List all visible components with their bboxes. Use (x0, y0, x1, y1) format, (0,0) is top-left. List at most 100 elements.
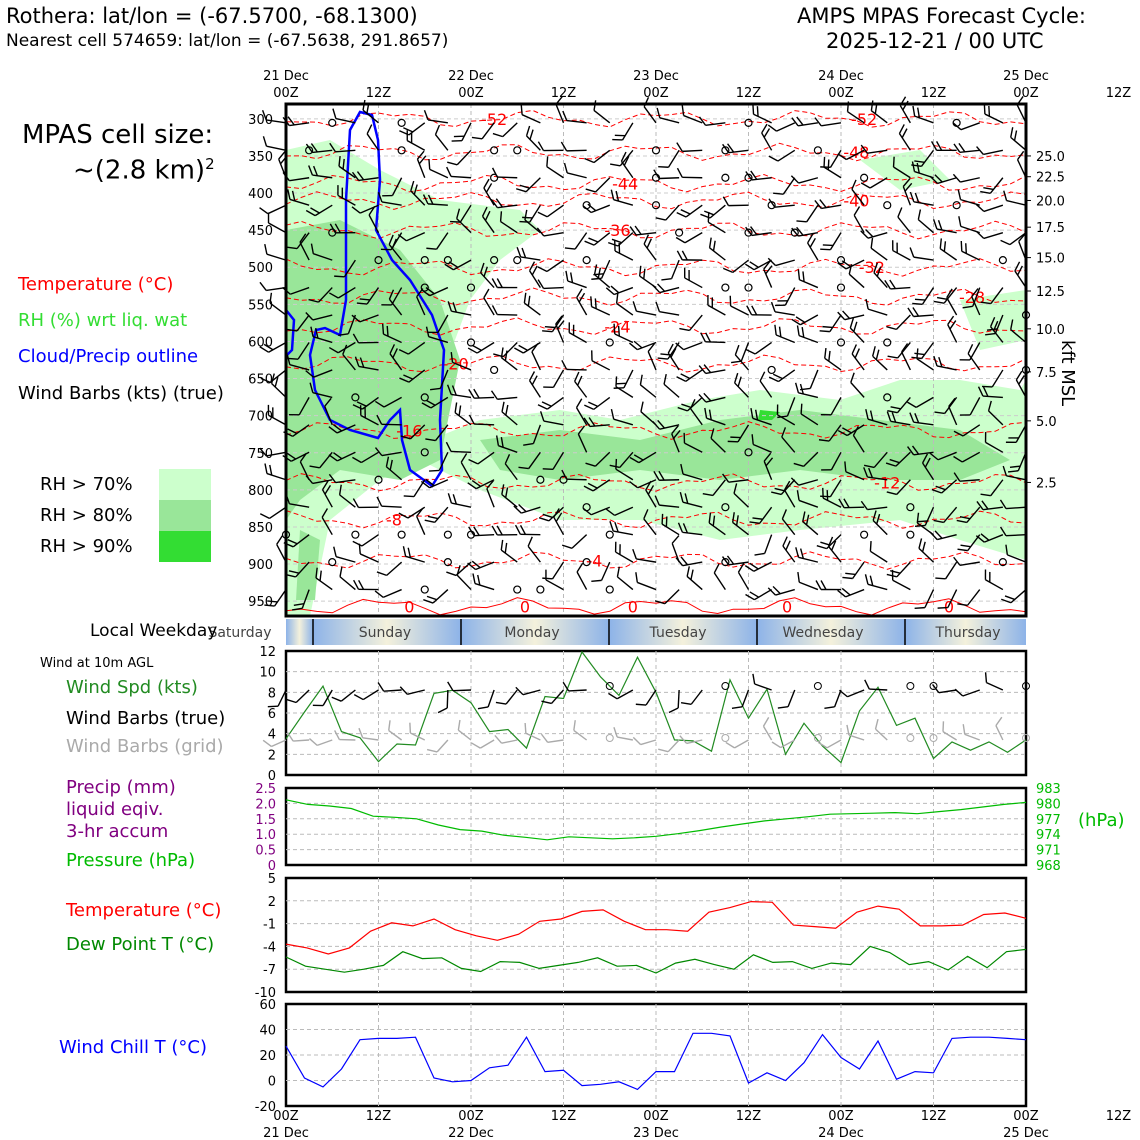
calm-wind-marker (836, 283, 846, 292)
barb-feather (287, 357, 299, 360)
wind-barb (722, 473, 749, 483)
wind-barb (872, 510, 888, 536)
precip-tick-label: 2.5 (255, 782, 276, 797)
barb-feather (646, 238, 653, 249)
wind-barb (584, 232, 611, 246)
barb-feather (342, 158, 345, 170)
wind-barb (454, 402, 472, 426)
barb-feather (999, 526, 1007, 537)
barb-feather (269, 464, 273, 476)
barb-staff (895, 451, 911, 467)
barb-feather (1017, 150, 1025, 161)
barb-feather (538, 517, 550, 522)
barb-staff (388, 298, 403, 316)
barb-feather (657, 283, 666, 292)
barb-feather (587, 482, 598, 489)
barb-staff (774, 204, 795, 208)
barb-feather (573, 720, 576, 731)
wind-barb (528, 261, 541, 288)
barb-staff (497, 176, 518, 179)
barb-staff (643, 106, 657, 124)
barb-staff (798, 334, 819, 344)
barb-staff (524, 219, 541, 234)
wind-barb (782, 536, 796, 563)
barb-staff (947, 589, 958, 608)
barb-staff (684, 232, 703, 244)
wind-barb-grid (457, 719, 472, 741)
bottom-hour-label: 12Z (921, 1109, 947, 1124)
barb-feather (391, 238, 397, 249)
barb-feather (676, 142, 683, 152)
wind-barb (561, 360, 587, 371)
barb-feather (483, 266, 488, 277)
wind-barb (704, 407, 726, 426)
barb-feather (848, 264, 853, 275)
wind-barb (564, 232, 588, 250)
barb-feather (937, 220, 943, 231)
wind-barb (863, 467, 888, 481)
barb-feather (698, 393, 707, 403)
wind-barb (444, 259, 472, 271)
barb-feather (864, 679, 870, 690)
barb-feather (310, 326, 314, 337)
barb-staff (614, 506, 634, 517)
barb-staff (663, 383, 680, 398)
barb-feather (957, 189, 962, 200)
barb-feather (334, 223, 341, 234)
barb-feather (901, 128, 908, 139)
barb-feather (516, 247, 522, 258)
barb-staff (577, 433, 588, 453)
temp-contour (285, 258, 1027, 277)
barb-feather (852, 426, 859, 436)
barb-staff (659, 424, 680, 430)
barb-staff (898, 133, 911, 151)
barb-feather (264, 604, 275, 607)
rh90-swatch (159, 531, 211, 562)
barb-staff (501, 739, 518, 744)
barb-feather (426, 748, 438, 753)
barb-feather (652, 420, 661, 430)
top-hour-label: 12Z (366, 86, 392, 101)
barb-staff (476, 341, 495, 354)
wind-barb (849, 317, 865, 343)
calm-wind-marker (721, 558, 730, 567)
barb-feather (402, 546, 407, 557)
barb-feather (843, 498, 850, 508)
barb-staff (900, 351, 912, 371)
barb-staff (677, 689, 680, 709)
barb-staff (684, 442, 703, 453)
wind-barb (562, 110, 587, 124)
wind-barb (676, 369, 703, 382)
bottom-date-label: 23 Dec (633, 1126, 679, 1140)
wind-barb (676, 142, 703, 153)
barb-feather (976, 501, 984, 511)
bottom-hour-label: 12Z (366, 1109, 392, 1124)
barb-feather (731, 360, 742, 364)
wind-barb (377, 192, 402, 206)
barb-feather (499, 211, 503, 222)
wind-barb (629, 479, 657, 489)
wind-barb-10m (541, 689, 565, 705)
barb-staff (268, 414, 287, 426)
barb-feather (909, 412, 915, 423)
wind-barb (980, 177, 1004, 195)
barb-staff (686, 575, 703, 591)
wind-barb (700, 332, 726, 344)
wind-barb (793, 451, 819, 468)
wind-barb (851, 344, 865, 371)
barb-staff (531, 351, 542, 371)
barb-feather (446, 384, 452, 395)
pressure-tick-label: 980 (1036, 797, 1061, 812)
wind-barb-grid (679, 735, 703, 745)
barb-feather (421, 402, 432, 409)
barb-staff (382, 588, 402, 598)
barb-feather (956, 519, 967, 524)
barb-feather (815, 580, 822, 590)
bottom-hour-label: 12Z (1106, 1109, 1132, 1124)
wind-barb (425, 424, 449, 442)
wind-barb-10m (838, 689, 865, 698)
barb-feather (958, 216, 962, 227)
barb-staff (847, 689, 865, 698)
barb-feather (933, 355, 938, 367)
wind-barb (984, 569, 1004, 591)
